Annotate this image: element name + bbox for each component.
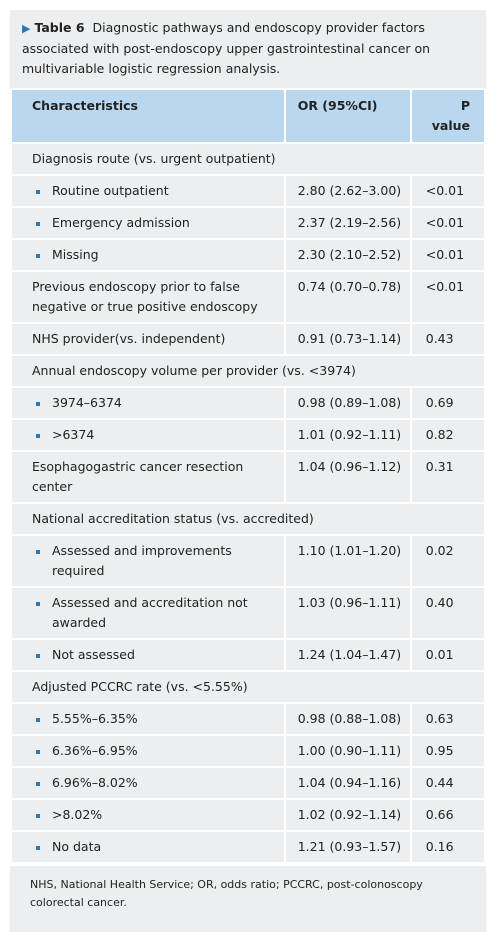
characteristic: Emergency admission — [10, 206, 286, 240]
characteristic: 3974–6374 — [10, 386, 286, 420]
sub-row: Missing 2.30 (2.10–2.52) <0.01 — [10, 238, 487, 272]
caption-label: Table 6 — [34, 20, 85, 35]
sub-row: No data 1.21 (0.93–1.57) 0.16 — [10, 830, 487, 864]
p-value: 0.95 — [409, 734, 487, 768]
p-value: 0.82 — [409, 418, 487, 452]
odds-ratio: 1.02 (0.92–1.14) — [283, 798, 412, 832]
group-heading: National accreditation status (vs. accre… — [10, 502, 486, 536]
odds-ratio: 1.10 (1.01–1.20) — [283, 534, 412, 588]
odds-ratio: 1.24 (1.04–1.47) — [283, 638, 412, 672]
column-header: OR (95%CI) — [283, 88, 412, 144]
table: Characteristics OR (95%CI) P value Diagnosi… — [10, 88, 487, 864]
characteristic: Not assessed — [10, 638, 286, 672]
group-row: Annual endoscopy volume per provider (vs… — [10, 354, 486, 388]
row: Esophagogastric cancer resection center 1… — [10, 450, 487, 504]
group-row: National accreditation status (vs. accre… — [10, 502, 486, 536]
characteristic: 6.36%–6.95% — [10, 734, 286, 768]
sub-row: >8.02% 1.02 (0.92–1.14) 0.66 — [10, 798, 487, 832]
p-value: <0.01 — [409, 206, 487, 240]
group-row: Diagnosis route (vs. urgent outpatient) — [10, 142, 486, 176]
p-value: <0.01 — [409, 270, 487, 324]
caption: ▶ Table 6 Diagnostic pathways and endosc… — [10, 10, 486, 88]
footnote: NHS, National Health Service; OR, odds r… — [10, 864, 486, 932]
odds-ratio: 2.80 (2.62–3.00) — [283, 174, 412, 208]
characteristic: Assessed and accreditation not awarded — [10, 586, 286, 640]
odds-ratio: 0.91 (0.73–1.14) — [283, 322, 412, 356]
sub-row: 6.96%–8.02% 1.04 (0.94–1.16) 0.44 — [10, 766, 487, 800]
sub-row: 5.55%–6.35% 0.98 (0.88–1.08) 0.63 — [10, 702, 487, 736]
characteristic: Esophagogastric cancer resection center — [10, 450, 286, 504]
characteristic: Assessed and improvements required — [10, 534, 286, 588]
p-value: 0.01 — [409, 638, 487, 672]
characteristic: Routine outpatient — [10, 174, 286, 208]
sub-row: Routine outpatient 2.80 (2.62–3.00) <0.01 — [10, 174, 487, 208]
odds-ratio: 2.37 (2.19–2.56) — [283, 206, 412, 240]
odds-ratio: 1.01 (0.92–1.11) — [283, 418, 412, 452]
p-value: 0.69 — [409, 386, 487, 420]
group-heading: Adjusted PCCRC rate (vs. <5.55%) — [10, 670, 486, 704]
p-value: 0.16 — [409, 830, 487, 864]
odds-ratio: 0.98 (0.88–1.08) — [283, 702, 412, 736]
row: NHS provider(vs. independent) 0.91 (0.73–… — [10, 322, 487, 356]
characteristic: Previous endoscopy prior to false negati… — [10, 270, 286, 324]
sub-row: >6374 1.01 (0.92–1.11) 0.82 — [10, 418, 487, 452]
sub-row: Not assessed 1.24 (1.04–1.47) 0.01 — [10, 638, 487, 672]
odds-ratio: 1.04 (0.96–1.12) — [283, 450, 412, 504]
p-value: 0.40 — [409, 586, 487, 640]
caption-text: Diagnostic pathways and endoscopy provid… — [22, 20, 431, 76]
p-value: 0.31 — [409, 450, 487, 504]
characteristic: >8.02% — [10, 798, 286, 832]
sub-row: 3974–6374 0.98 (0.89–1.08) 0.69 — [10, 386, 487, 420]
p-value: <0.01 — [409, 174, 487, 208]
characteristic: 5.55%–6.35% — [10, 702, 286, 736]
characteristic: 6.96%–8.02% — [10, 766, 286, 800]
column-header: Characteristics — [10, 88, 286, 144]
column-header: P value — [409, 88, 487, 144]
p-value: 0.44 — [409, 766, 487, 800]
odds-ratio: 1.03 (0.96–1.11) — [283, 586, 412, 640]
characteristic: Missing — [10, 238, 286, 272]
sub-row: Assessed and accreditation not awarded 1.… — [10, 586, 487, 640]
header-row: Characteristics OR (95%CI) P value — [10, 88, 487, 144]
group-heading: Diagnosis route (vs. urgent outpatient) — [10, 142, 486, 176]
p-value: 0.66 — [409, 798, 487, 832]
p-value: 0.63 — [409, 702, 487, 736]
sub-row: Assessed and improvements required 1.10 (… — [10, 534, 487, 588]
odds-ratio: 0.74 (0.70–0.78) — [283, 270, 412, 324]
row: Previous endoscopy prior to false negati… — [10, 270, 487, 324]
characteristic: >6374 — [10, 418, 286, 452]
odds-ratio: 0.98 (0.89–1.08) — [283, 386, 412, 420]
sub-row: Emergency admission 2.37 (2.19–2.56) <0.01 — [10, 206, 487, 240]
table-figure: ▶ Table 6 Diagnostic pathways and endosc… — [10, 10, 487, 932]
sub-row: 6.36%–6.95% 1.00 (0.90–1.11) 0.95 — [10, 734, 487, 768]
group-row: Adjusted PCCRC rate (vs. <5.55%) — [10, 670, 486, 704]
odds-ratio: 1.00 (0.90–1.11) — [283, 734, 412, 768]
characteristic: NHS provider(vs. independent) — [10, 322, 286, 356]
odds-ratio: 1.04 (0.94–1.16) — [283, 766, 412, 800]
group-heading: Annual endoscopy volume per provider (vs… — [10, 354, 486, 388]
characteristic: No data — [10, 830, 286, 864]
p-value: 0.43 — [409, 322, 487, 356]
p-value: 0.02 — [409, 534, 487, 588]
odds-ratio: 2.30 (2.10–2.52) — [283, 238, 412, 272]
p-value: <0.01 — [409, 238, 487, 272]
odds-ratio: 1.21 (0.93–1.57) — [283, 830, 412, 864]
